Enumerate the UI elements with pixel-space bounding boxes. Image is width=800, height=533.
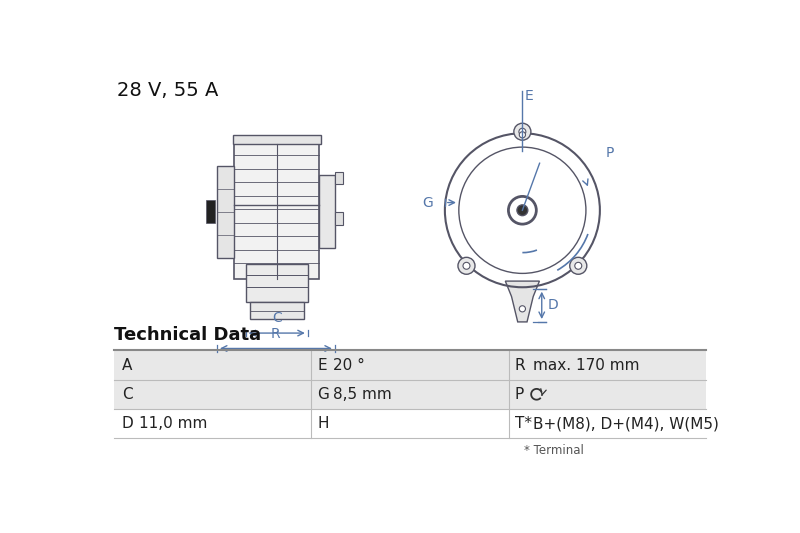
Bar bbox=[335, 212, 342, 225]
Text: E: E bbox=[318, 358, 327, 373]
Circle shape bbox=[570, 257, 586, 274]
Text: 8,5 mm: 8,5 mm bbox=[333, 387, 392, 402]
Circle shape bbox=[574, 262, 582, 269]
Text: G: G bbox=[422, 196, 434, 209]
Circle shape bbox=[514, 123, 531, 140]
Circle shape bbox=[509, 196, 536, 224]
Text: P: P bbox=[606, 146, 614, 159]
Circle shape bbox=[517, 205, 528, 216]
Text: D: D bbox=[548, 298, 558, 312]
Bar bbox=[217, 166, 234, 257]
Text: 11,0 mm: 11,0 mm bbox=[138, 416, 207, 431]
Text: 20 °: 20 ° bbox=[333, 358, 365, 373]
Text: C: C bbox=[122, 387, 132, 402]
Text: E: E bbox=[524, 90, 533, 103]
Bar bbox=[114, 379, 706, 409]
Text: max. 170 mm: max. 170 mm bbox=[534, 358, 640, 373]
Text: T*: T* bbox=[515, 416, 532, 431]
Bar bbox=[234, 144, 319, 279]
Text: * Terminal: * Terminal bbox=[524, 445, 584, 457]
Circle shape bbox=[463, 262, 470, 269]
Circle shape bbox=[519, 306, 526, 312]
Polygon shape bbox=[506, 281, 539, 322]
Text: A: A bbox=[122, 358, 132, 373]
Text: G: G bbox=[318, 387, 330, 402]
Bar bbox=[206, 200, 214, 223]
Bar bbox=[233, 135, 321, 144]
Text: 28 V, 55 A: 28 V, 55 A bbox=[117, 81, 218, 100]
Bar bbox=[319, 175, 335, 248]
Text: D: D bbox=[122, 416, 134, 431]
Bar bbox=[250, 302, 304, 319]
Bar bbox=[114, 350, 706, 379]
Text: H: H bbox=[318, 416, 329, 431]
Text: C: C bbox=[272, 311, 282, 325]
Circle shape bbox=[519, 128, 526, 135]
Bar bbox=[114, 409, 706, 438]
Circle shape bbox=[519, 132, 526, 138]
Text: P: P bbox=[515, 387, 524, 402]
Text: Technical Data: Technical Data bbox=[114, 326, 261, 344]
Circle shape bbox=[458, 257, 475, 274]
Text: B+(M8), D+(M4), W(M5): B+(M8), D+(M4), W(M5) bbox=[534, 416, 719, 431]
Bar bbox=[335, 172, 342, 184]
Text: R: R bbox=[271, 327, 281, 341]
Text: R: R bbox=[515, 358, 526, 373]
Bar bbox=[246, 264, 308, 302]
